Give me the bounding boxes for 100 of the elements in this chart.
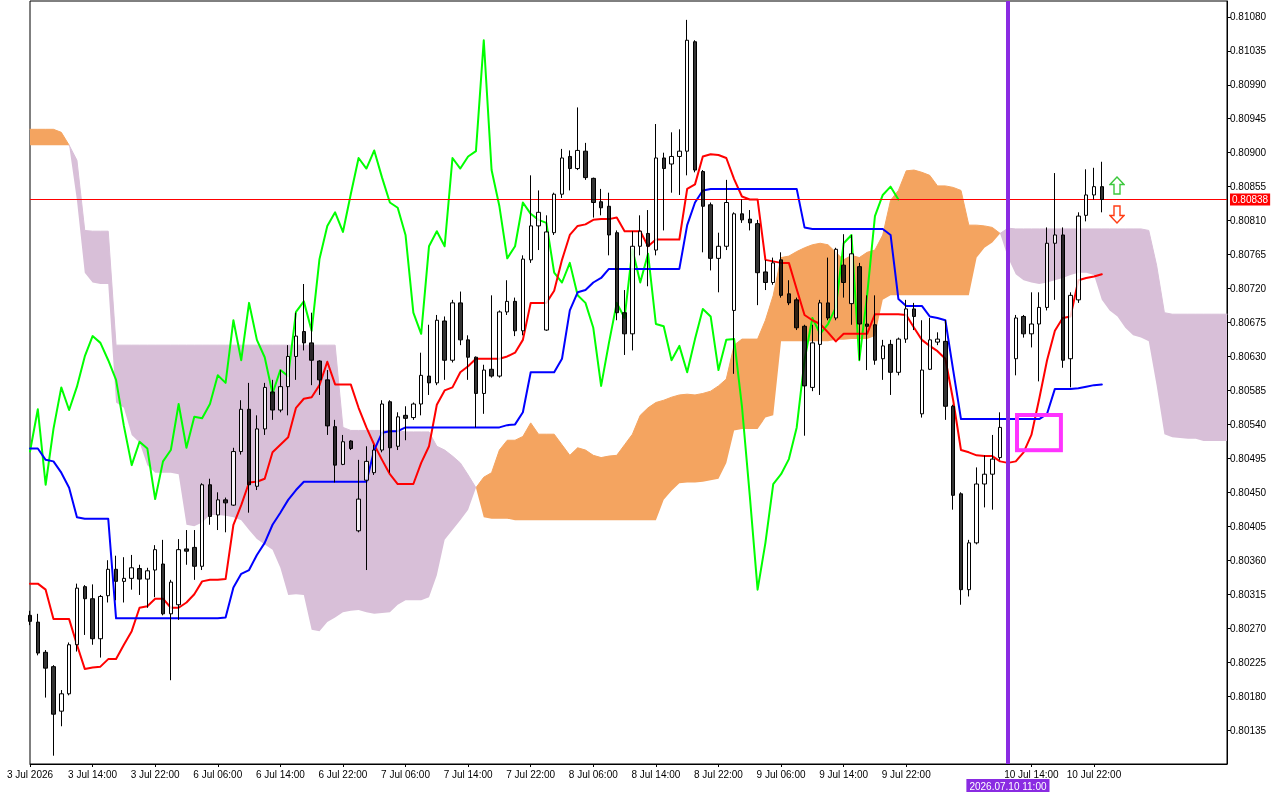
candlestick <box>231 447 236 507</box>
candlestick <box>920 319 924 419</box>
candlestick <box>724 179 729 251</box>
candlestick <box>998 411 1002 461</box>
y-tick-label: 0.80945 <box>1230 113 1267 125</box>
candlestick <box>474 355 478 428</box>
candlestick <box>1100 161 1104 213</box>
y-tick-label: 0.80765 <box>1230 249 1267 261</box>
candlestick <box>169 579 173 681</box>
candlestick <box>529 174 533 264</box>
candlestick <box>990 434 995 511</box>
y-tick-label: 0.80315 <box>1230 588 1267 600</box>
candlestick <box>708 202 713 271</box>
candlestick <box>888 339 893 396</box>
candlestick <box>263 382 267 436</box>
candlestick <box>951 404 955 511</box>
candlestick <box>442 315 447 381</box>
candlestick <box>568 149 572 191</box>
y-tick-label: 0.80810 <box>1230 215 1267 227</box>
candlestick <box>677 128 682 196</box>
candlestick <box>685 19 689 176</box>
candlestick <box>294 312 298 381</box>
x-tick-label: 7 Jul 22:00 <box>506 768 556 780</box>
candlestick <box>192 529 197 581</box>
candlestick <box>802 324 807 437</box>
candlestick <box>505 279 509 316</box>
candlestick <box>865 294 869 371</box>
candlestick <box>129 554 134 591</box>
candlestick <box>693 39 697 173</box>
candlestick <box>137 564 142 596</box>
x-tick-label: 8 Jul 14:00 <box>631 768 681 780</box>
candlestick <box>591 177 596 219</box>
line-series <box>29 187 1103 620</box>
x-tick-label: 3 Jul 2026 <box>6 768 54 780</box>
y-tick-label: 0.80900 <box>1230 147 1267 159</box>
y-tick-label: 0.80270 <box>1230 622 1267 634</box>
y-tick-label: 0.80675 <box>1230 317 1267 328</box>
ref-line-label: 0.80838 <box>1232 193 1269 205</box>
x-tick-label: 9 Jul 22:00 <box>881 768 932 780</box>
candlestick <box>83 584 87 636</box>
x-tick-label: 8 Jul 22:00 <box>694 768 744 780</box>
candlestick <box>286 344 290 416</box>
candlestick <box>716 232 721 293</box>
candlestick <box>748 209 752 231</box>
y-tick-label: 0.80630 <box>1230 350 1267 362</box>
candlestick <box>1061 226 1065 369</box>
candlestick <box>372 444 376 476</box>
candlestick <box>489 294 494 379</box>
x-tick-label: 6 Jul 14:00 <box>255 768 306 780</box>
candlestick <box>450 299 455 363</box>
candlestick <box>1084 168 1088 222</box>
candlestick <box>75 583 79 653</box>
candlestick <box>1045 226 1049 311</box>
candlestick <box>247 382 251 514</box>
candlestick <box>849 234 854 326</box>
candlestick <box>787 279 791 306</box>
candlestick <box>435 314 439 386</box>
y-tick-label: 0.80990 <box>1230 79 1267 91</box>
candlestick <box>122 556 126 603</box>
candlestick <box>552 192 556 236</box>
candlestick <box>826 257 830 321</box>
candlestick <box>521 254 525 336</box>
candlestick <box>841 233 846 299</box>
candlestick <box>223 497 228 533</box>
candlestick <box>325 369 330 436</box>
candlestick <box>560 148 564 199</box>
candlestick <box>928 317 932 371</box>
y-tick-label: 0.80855 <box>1230 181 1267 193</box>
candlestick <box>302 283 306 351</box>
candlestick <box>388 399 392 474</box>
candlestick <box>356 459 361 533</box>
x-tick-label: 2026.07.10 11:00 <box>969 780 1047 792</box>
candlestick <box>1037 291 1041 382</box>
candlestick <box>239 399 243 456</box>
x-tick-label: 9 Jul 06:00 <box>756 768 806 780</box>
candlestick <box>458 291 463 346</box>
candlestick <box>145 567 150 609</box>
candlestick <box>912 302 916 331</box>
candlestick <box>857 262 862 361</box>
y-tick-label: 0.80495 <box>1230 452 1267 464</box>
x-tick-label: 3 Jul 14:00 <box>68 768 118 780</box>
candlestick <box>396 411 400 451</box>
candlestick <box>317 359 322 396</box>
candlestick <box>36 613 40 656</box>
candlestick <box>176 538 181 621</box>
x-tick-label: 10 Jul 22:00 <box>1066 768 1122 780</box>
candlestick <box>59 689 64 727</box>
candlestick <box>779 251 783 299</box>
candlestick <box>1053 172 1057 301</box>
candlestick <box>380 399 384 453</box>
candlestick <box>153 544 157 598</box>
candlestick <box>575 106 580 171</box>
y-tick-label: 0.80360 <box>1230 554 1267 566</box>
candlestick <box>669 131 674 194</box>
x-tick-label: 7 Jul 06:00 <box>381 768 431 780</box>
candlestick <box>544 214 549 332</box>
y-tick-label: 0.81035 <box>1230 45 1267 57</box>
candlestick <box>1068 291 1073 388</box>
candlestick <box>638 214 642 256</box>
candlestick <box>755 219 760 306</box>
